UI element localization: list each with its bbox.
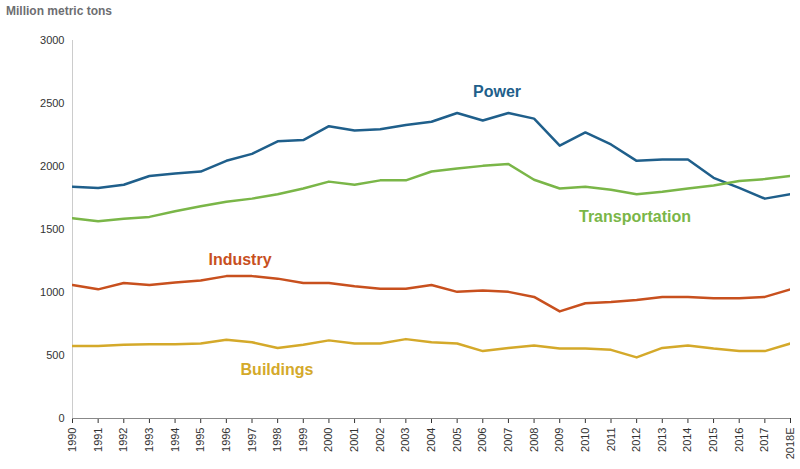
svg-text:2000: 2000 bbox=[322, 428, 334, 452]
svg-text:2016: 2016 bbox=[733, 428, 745, 452]
svg-text:2001: 2001 bbox=[348, 428, 360, 452]
svg-text:2018E: 2018E bbox=[784, 428, 796, 460]
svg-text:1993: 1993 bbox=[143, 428, 155, 452]
svg-text:2010: 2010 bbox=[579, 428, 591, 452]
svg-text:2014: 2014 bbox=[681, 428, 693, 452]
svg-text:2017: 2017 bbox=[758, 428, 770, 452]
svg-text:0: 0 bbox=[58, 412, 64, 424]
svg-text:2006: 2006 bbox=[476, 428, 488, 452]
svg-text:1996: 1996 bbox=[220, 428, 232, 452]
html-text:Million metric tons: Million metric tons bbox=[6, 4, 112, 18]
svg-text:1999: 1999 bbox=[297, 428, 309, 452]
html-text:Transportation: Transportation bbox=[579, 208, 691, 225]
html-text:Buildings: Buildings bbox=[240, 361, 314, 378]
svg-text:2004: 2004 bbox=[425, 428, 437, 452]
svg-text:1991: 1991 bbox=[92, 428, 104, 452]
svg-text:2008: 2008 bbox=[528, 428, 540, 452]
svg-text:2009: 2009 bbox=[553, 428, 565, 452]
svg-text:2500: 2500 bbox=[40, 97, 64, 109]
svg-text:2012: 2012 bbox=[630, 428, 642, 452]
svg-text:2015: 2015 bbox=[707, 428, 719, 452]
svg-text:2005: 2005 bbox=[451, 428, 463, 452]
svg-text:2013: 2013 bbox=[656, 428, 668, 452]
svg-text:1997: 1997 bbox=[246, 428, 258, 452]
svg-text:2000: 2000 bbox=[40, 160, 64, 172]
svg-text:1992: 1992 bbox=[117, 428, 129, 452]
svg-text:2002: 2002 bbox=[374, 428, 386, 452]
svg-text:1995: 1995 bbox=[194, 428, 206, 452]
svg-text:1990: 1990 bbox=[66, 428, 78, 452]
svg-text:2007: 2007 bbox=[502, 428, 514, 452]
svg-text:2003: 2003 bbox=[399, 428, 411, 452]
html-text:Industry: Industry bbox=[208, 251, 272, 268]
svg-text:1500: 1500 bbox=[40, 223, 64, 235]
svg-text:2011: 2011 bbox=[605, 428, 617, 452]
svg-text:500: 500 bbox=[46, 349, 64, 361]
svg-text:1994: 1994 bbox=[169, 428, 181, 452]
svg-text:1000: 1000 bbox=[40, 286, 64, 298]
svg-text:3000: 3000 bbox=[40, 34, 64, 46]
html-text:Power: Power bbox=[473, 83, 521, 100]
svg-text:1998: 1998 bbox=[271, 428, 283, 452]
